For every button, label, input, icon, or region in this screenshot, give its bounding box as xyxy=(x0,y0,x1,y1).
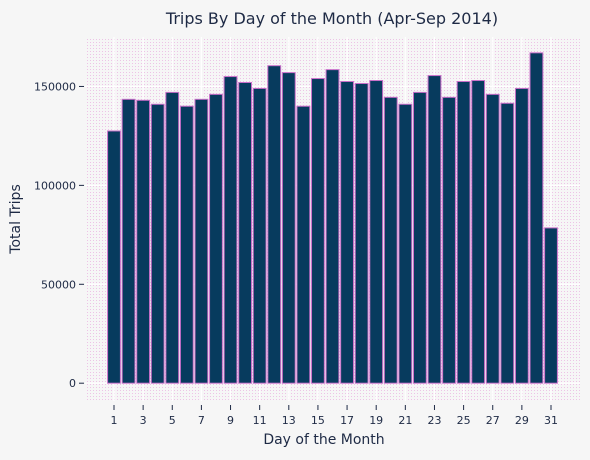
bar-day-29 xyxy=(514,87,529,384)
x-tick-label: 5 xyxy=(169,414,176,427)
bar-day-23 xyxy=(427,75,442,384)
x-tick-label: 1 xyxy=(111,414,118,427)
bar-day-22 xyxy=(412,91,427,384)
bar-day-13 xyxy=(281,72,296,384)
x-tick-label: 17 xyxy=(340,414,354,427)
bar-day-24 xyxy=(442,96,456,384)
bar-day-21 xyxy=(398,103,413,384)
bar-day-12 xyxy=(267,65,282,384)
y-axis-label: Total Trips xyxy=(8,184,24,254)
y-tick-label: 0 xyxy=(69,377,76,390)
bar-day-1 xyxy=(107,130,121,384)
bar-day-27 xyxy=(485,93,500,384)
x-tick-label: 21 xyxy=(398,414,412,427)
x-tick-label: 11 xyxy=(253,414,267,427)
bar-day-30 xyxy=(529,52,544,384)
x-tick-label: 23 xyxy=(427,414,441,427)
x-tick-label: 19 xyxy=(369,414,383,427)
x-axis-ticks: 1 3 5 7 9 11 13 15 17 19 21 23 25 27 29 31 xyxy=(111,405,558,427)
x-tick-label: 9 xyxy=(227,414,234,427)
bar-day-18 xyxy=(354,82,369,384)
bar-day-14 xyxy=(296,105,311,384)
bar-day-19 xyxy=(369,80,384,384)
x-tick-label: 29 xyxy=(515,414,529,427)
bar-day-28 xyxy=(500,102,515,384)
y-tick-label: 50000 xyxy=(41,278,76,291)
bar-day-10 xyxy=(238,82,253,384)
bar-day-15 xyxy=(311,78,325,384)
bar-day-17 xyxy=(340,81,354,384)
bar-day-4 xyxy=(150,103,165,384)
bar-day-16 xyxy=(325,69,340,384)
y-tick-label: 150000 xyxy=(34,80,76,93)
bar-day-3 xyxy=(136,99,151,384)
x-tick-label: 3 xyxy=(140,414,147,427)
x-tick-label: 7 xyxy=(198,414,205,427)
bar-day-31 xyxy=(544,227,558,384)
x-tick-label: 25 xyxy=(457,414,471,427)
y-axis-ticks: 0 50000 100000 150000 xyxy=(34,80,84,390)
bar-day-5 xyxy=(165,91,180,384)
x-tick-label: 13 xyxy=(282,414,296,427)
x-axis-label: Day of the Month xyxy=(263,432,384,448)
bar-day-2 xyxy=(121,98,136,384)
bar-day-9 xyxy=(223,76,238,384)
bar-day-20 xyxy=(383,96,398,384)
x-tick-label: 15 xyxy=(311,414,325,427)
chart-title: Trips By Day of the Month (Apr-Sep 2014) xyxy=(165,9,498,28)
bar-day-7 xyxy=(194,98,209,384)
bar-day-11 xyxy=(252,87,267,384)
x-tick-label: 27 xyxy=(486,414,500,427)
bar-day-6 xyxy=(179,105,194,384)
y-tick-label: 100000 xyxy=(34,179,76,192)
x-tick-label: 31 xyxy=(544,414,558,427)
bar-day-25 xyxy=(456,81,471,384)
bars xyxy=(107,52,558,384)
bar-day-26 xyxy=(471,80,486,384)
bar-day-8 xyxy=(209,93,223,384)
